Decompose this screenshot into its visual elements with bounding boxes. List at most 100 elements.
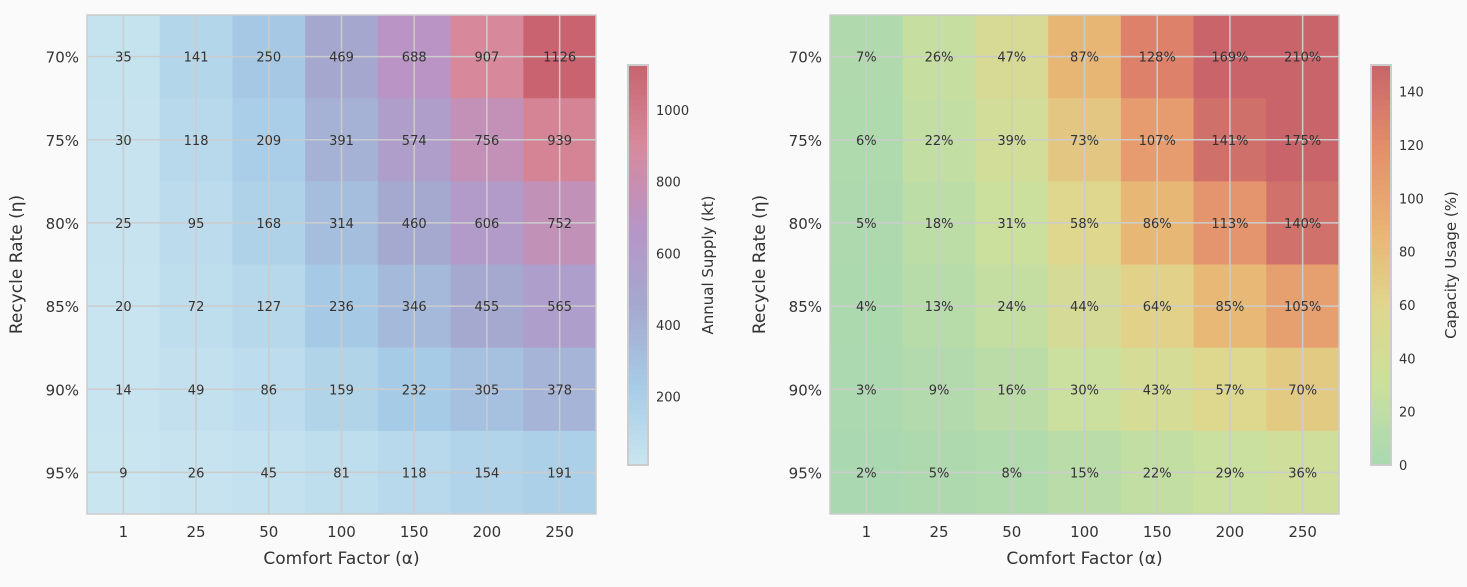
colorbar-segment bbox=[1371, 80, 1391, 86]
colorbar-segment bbox=[1371, 75, 1391, 81]
cell-label: 24% bbox=[997, 300, 1026, 315]
colorbar-tick-label: 1000 bbox=[656, 104, 689, 119]
colorbar-segment bbox=[628, 140, 648, 146]
x-tick-label: 1 bbox=[119, 523, 129, 541]
colorbar-segment bbox=[628, 390, 648, 396]
y-tick-label: 85% bbox=[46, 298, 79, 316]
cell-label: 13% bbox=[925, 300, 954, 315]
colorbar-segment bbox=[1371, 415, 1391, 421]
colorbar-segment bbox=[628, 65, 648, 71]
colorbar-segment bbox=[1371, 325, 1391, 331]
colorbar-segment bbox=[628, 245, 648, 251]
colorbar-segment bbox=[1371, 275, 1391, 281]
colorbar-label: Capacity Usage (%) bbox=[1442, 191, 1460, 339]
cell-label: 107% bbox=[1139, 134, 1176, 149]
colorbar-segment bbox=[1371, 405, 1391, 411]
colorbar-segment bbox=[628, 450, 648, 456]
x-tick-label: 25 bbox=[187, 523, 206, 541]
cell-label: 30% bbox=[1070, 383, 1099, 398]
colorbar-segment bbox=[1371, 175, 1391, 181]
colorbar-segment bbox=[1371, 140, 1391, 146]
x-tick-label: 250 bbox=[545, 523, 574, 541]
colorbar-segment bbox=[1371, 170, 1391, 176]
colorbar-segment bbox=[628, 340, 648, 346]
colorbar-segment bbox=[1371, 320, 1391, 326]
colorbar-segment bbox=[1371, 330, 1391, 336]
y-tick-label: 80% bbox=[789, 215, 822, 233]
cell-label: 3% bbox=[856, 383, 877, 398]
cell-label: 391 bbox=[329, 134, 354, 149]
colorbar-tick-label: 20 bbox=[1399, 406, 1416, 421]
colorbar-segment bbox=[1371, 370, 1391, 376]
colorbar-segment bbox=[1371, 435, 1391, 441]
colorbar-segment bbox=[1371, 285, 1391, 291]
colorbar-segment bbox=[1371, 295, 1391, 301]
colorbar-segment bbox=[1371, 420, 1391, 426]
colorbar-tick-label: 40 bbox=[1399, 352, 1416, 367]
cell-label: 30 bbox=[115, 134, 132, 149]
colorbar-segment bbox=[1371, 125, 1391, 131]
cell-label: 95 bbox=[188, 217, 205, 232]
colorbar-segment bbox=[1371, 160, 1391, 166]
cell-label: 159 bbox=[329, 383, 354, 398]
colorbar-segment bbox=[628, 255, 648, 261]
colorbar-segment bbox=[628, 425, 648, 431]
colorbar-segment bbox=[1371, 310, 1391, 316]
colorbar-segment bbox=[1371, 395, 1391, 401]
colorbar-segment bbox=[628, 110, 648, 116]
cell-label: 378 bbox=[547, 383, 572, 398]
colorbar-segment bbox=[1371, 425, 1391, 431]
x-tick-label: 150 bbox=[400, 523, 429, 541]
y-tick-label: 95% bbox=[46, 464, 79, 482]
colorbar-segment bbox=[628, 130, 648, 136]
colorbar-segment bbox=[628, 105, 648, 111]
colorbar-segment bbox=[628, 75, 648, 81]
y-tick-label: 95% bbox=[789, 464, 822, 482]
cell-label: 141% bbox=[1211, 134, 1248, 149]
y-tick-label: 85% bbox=[789, 298, 822, 316]
cell-label: 15% bbox=[1070, 466, 1099, 481]
colorbar-segment bbox=[628, 310, 648, 316]
colorbar-segment bbox=[1371, 220, 1391, 226]
colorbar-tick-label: 100 bbox=[1399, 192, 1424, 207]
cell-label: 31% bbox=[997, 217, 1026, 232]
colorbar-segment bbox=[628, 275, 648, 281]
x-tick-label: 50 bbox=[259, 523, 278, 541]
colorbar-tick-label: 80 bbox=[1399, 246, 1416, 261]
colorbar-tick-label: 60 bbox=[1399, 299, 1416, 314]
colorbar-segment bbox=[628, 365, 648, 371]
colorbar-segment bbox=[1371, 250, 1391, 256]
colorbar-frame bbox=[1370, 64, 1392, 466]
cell-label: 26% bbox=[925, 51, 954, 66]
cell-label: 58% bbox=[1070, 217, 1099, 232]
colorbar-segment bbox=[1371, 185, 1391, 191]
colorbar-segment bbox=[1371, 390, 1391, 396]
colorbar: 200 400 600 800 1000 Annual Supply (kt) bbox=[627, 64, 717, 466]
colorbar-segment bbox=[628, 180, 648, 186]
colorbar-label: Annual Supply (kt) bbox=[699, 195, 717, 334]
colorbar-segment bbox=[1371, 385, 1391, 391]
colorbar-segment bbox=[628, 215, 648, 221]
colorbar-segment bbox=[628, 350, 648, 356]
colorbar-segment bbox=[628, 335, 648, 341]
colorbar-segment bbox=[628, 235, 648, 241]
cell-label: 250 bbox=[256, 51, 281, 66]
colorbar-segment bbox=[1371, 360, 1391, 366]
colorbar-segment bbox=[1371, 165, 1391, 171]
colorbar-segment bbox=[1371, 145, 1391, 151]
cell-label: 86% bbox=[1143, 217, 1172, 232]
colorbar-segment bbox=[1371, 230, 1391, 236]
colorbar-segment bbox=[1371, 280, 1391, 286]
cell-label: 70% bbox=[1288, 383, 1317, 398]
colorbar-segment bbox=[628, 195, 648, 201]
cell-label: 18% bbox=[925, 217, 954, 232]
colorbar-tick-label: 140 bbox=[1399, 86, 1424, 101]
colorbar-segment bbox=[628, 260, 648, 266]
plot-frame bbox=[86, 14, 597, 515]
colorbar-segment bbox=[1371, 245, 1391, 251]
colorbar-segment bbox=[1371, 65, 1391, 71]
colorbar-segment bbox=[628, 170, 648, 176]
colorbar-segment bbox=[628, 145, 648, 151]
colorbar-segment bbox=[1371, 235, 1391, 241]
